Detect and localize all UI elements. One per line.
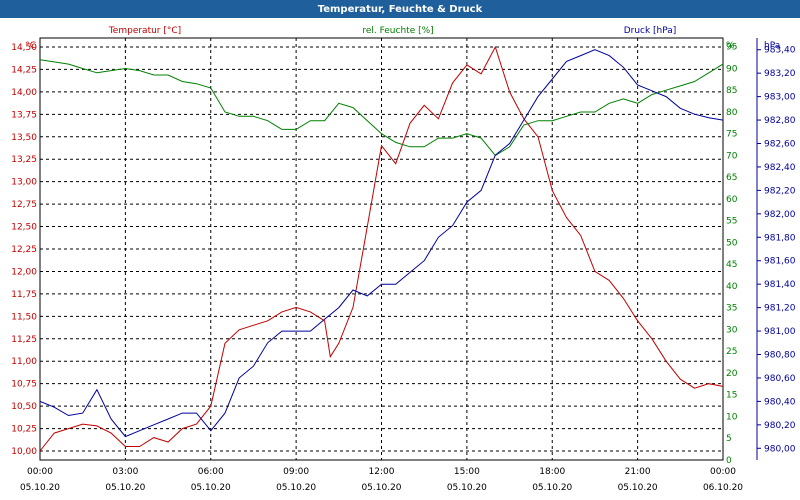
y-tick-label-temperature: 12,00 bbox=[11, 267, 37, 277]
x-tick-label-time: 03:00 bbox=[112, 467, 138, 477]
y-tick-label-humidity: 45 bbox=[726, 260, 737, 270]
y-tick-label-pressure: 981,40 bbox=[764, 280, 796, 290]
y-tick-label-humidity: 50 bbox=[726, 238, 738, 248]
x-tick-label-time: 09:00 bbox=[283, 467, 309, 477]
y-tick-label-pressure: 983,40 bbox=[764, 46, 796, 56]
x-tick-label-time: 12:00 bbox=[369, 467, 395, 477]
chart-title: Temperatur, Feuchte & Druck bbox=[0, 0, 800, 18]
y-tick-label-humidity: 30 bbox=[726, 325, 738, 335]
y-tick-label-humidity: 25 bbox=[726, 347, 737, 357]
y-tick-label-humidity: 60 bbox=[726, 195, 738, 205]
y-tick-label-humidity: 15 bbox=[726, 391, 737, 401]
y-tick-label-humidity: 35 bbox=[726, 304, 737, 314]
legend-label-pressure: Druck [hPa] bbox=[624, 26, 677, 36]
y-tick-label-temperature: 13,25 bbox=[11, 155, 37, 165]
series-line-pressure bbox=[39, 49, 724, 438]
line-chart: 00:00 05.10.20 03:00 05.10.20 06:00 05.10.20 0… bbox=[11, 26, 796, 493]
y-tick-label-temperature: 10,75 bbox=[11, 380, 37, 390]
x-tick-label-date: 05.10.20 bbox=[276, 483, 316, 493]
y-tick-label-humidity: 0 bbox=[726, 456, 732, 466]
y-tick-label-humidity: 10 bbox=[726, 412, 738, 422]
y-tick-label-temperature: 11,50 bbox=[11, 312, 37, 322]
y-tick-label-temperature: 13,75 bbox=[11, 110, 37, 120]
y-tick-label-temperature: 12,75 bbox=[11, 200, 37, 210]
y-tick-label-pressure: 981,20 bbox=[764, 304, 796, 314]
axis-unit-humidity: % bbox=[726, 41, 735, 51]
y-tick-label-pressure: 982,60 bbox=[764, 140, 796, 150]
legend-label-temperature: Temperatur [°C] bbox=[108, 26, 181, 36]
x-tick-label-date: 05.10.20 bbox=[191, 483, 231, 493]
y-tick-label-temperature: 11,25 bbox=[11, 335, 37, 345]
x-tick-label-date: 05.10.20 bbox=[532, 483, 572, 493]
y-tick-label-humidity: 70 bbox=[726, 151, 738, 161]
y-tick-label-humidity: 40 bbox=[726, 282, 738, 292]
y-tick-label-pressure: 980,00 bbox=[764, 444, 796, 454]
x-tick-label-date: 06.10.20 bbox=[703, 483, 743, 493]
y-tick-label-humidity: 80 bbox=[726, 108, 738, 118]
y-tick-label-humidity: 85 bbox=[726, 86, 737, 96]
y-tick-label-temperature: 10,25 bbox=[11, 425, 37, 435]
y-tick-label-pressure: 982,20 bbox=[764, 186, 796, 196]
x-tick-label-date: 05.10.20 bbox=[447, 483, 487, 493]
y-tick-label-pressure: 982,00 bbox=[764, 210, 796, 220]
series-line-humidity bbox=[39, 59, 724, 157]
y-tick-label-humidity: 75 bbox=[726, 130, 737, 140]
y-tick-label-pressure: 983,00 bbox=[764, 93, 796, 103]
y-tick-label-humidity: 20 bbox=[726, 369, 738, 379]
series-line-temperature bbox=[39, 45, 724, 452]
y-tick-label-humidity: 95 bbox=[726, 43, 737, 53]
x-tick-label-time: 21:00 bbox=[625, 467, 651, 477]
y-tick-label-temperature: 14,25 bbox=[11, 65, 37, 75]
y-tick-label-pressure: 980,80 bbox=[764, 351, 796, 361]
x-tick-label-time: 18:00 bbox=[539, 467, 565, 477]
y-tick-label-temperature: 10,50 bbox=[11, 402, 37, 412]
axis-unit-temperature: °C bbox=[25, 41, 36, 51]
x-tick-label-time: 00:00 bbox=[710, 467, 736, 477]
y-tick-label-humidity: 5 bbox=[726, 434, 732, 444]
y-tick-label-pressure: 982,80 bbox=[764, 116, 796, 126]
x-tick-label-date: 05.10.20 bbox=[618, 483, 658, 493]
y-tick-label-humidity: 55 bbox=[726, 217, 737, 227]
y-tick-label-temperature: 11,75 bbox=[11, 290, 37, 300]
y-tick-label-pressure: 980,20 bbox=[764, 421, 796, 431]
x-tick-label-time: 15:00 bbox=[454, 467, 480, 477]
y-tick-label-temperature: 12,50 bbox=[11, 223, 37, 233]
y-tick-label-humidity: 90 bbox=[726, 64, 738, 74]
y-tick-label-pressure: 980,60 bbox=[764, 374, 796, 384]
x-tick-label-date: 05.10.20 bbox=[105, 483, 145, 493]
y-tick-label-pressure: 980,40 bbox=[764, 397, 796, 407]
y-tick-label-temperature: 14,00 bbox=[11, 88, 37, 98]
y-tick-label-temperature: 14,50 bbox=[11, 43, 37, 53]
y-tick-label-temperature: 13,00 bbox=[11, 178, 37, 188]
y-tick-label-pressure: 981,00 bbox=[764, 327, 796, 337]
axis-unit-pressure: hPa bbox=[764, 41, 780, 51]
x-tick-label-time: 00:00 bbox=[27, 467, 53, 477]
x-tick-label-date: 05.10.20 bbox=[361, 483, 401, 493]
y-tick-label-temperature: 10,00 bbox=[11, 447, 37, 457]
y-tick-label-temperature: 13,50 bbox=[11, 133, 37, 143]
y-tick-label-temperature: 11,00 bbox=[11, 357, 37, 367]
legend-label-humidity: rel. Feuchte [%] bbox=[362, 26, 433, 36]
x-tick-label-time: 06:00 bbox=[198, 467, 224, 477]
y-tick-label-pressure: 981,60 bbox=[764, 257, 796, 267]
y-tick-label-pressure: 981,80 bbox=[764, 233, 796, 243]
y-tick-label-humidity: 65 bbox=[726, 173, 737, 183]
y-tick-label-temperature: 12,25 bbox=[11, 245, 37, 255]
y-tick-label-pressure: 982,40 bbox=[764, 163, 796, 173]
y-tick-label-pressure: 983,20 bbox=[764, 69, 796, 79]
x-tick-label-date: 05.10.20 bbox=[20, 483, 60, 493]
